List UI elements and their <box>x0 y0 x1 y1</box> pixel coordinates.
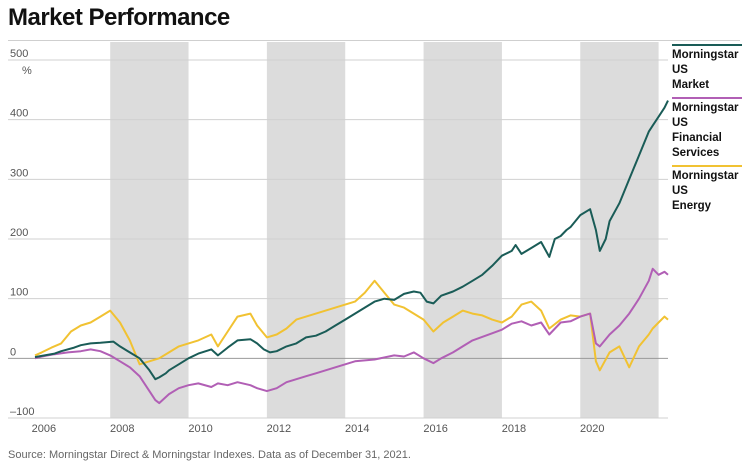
legend-label: Morningstar US Energy <box>672 170 739 212</box>
shaded-band <box>110 42 189 418</box>
source-note: Source: Morningstar Direct & Morningstar… <box>8 449 411 461</box>
legend-label: Morningstar US Financial Services <box>672 102 739 159</box>
y-axis-ticks: –100 0 100 200 300 400 500 <box>10 48 34 418</box>
x-tick-label: 2006 <box>32 423 56 435</box>
x-tick-label: 2020 <box>580 423 604 435</box>
x-tick-label: 2016 <box>423 423 447 435</box>
legend-swatch <box>672 44 742 46</box>
x-tick-label: 2018 <box>502 423 526 435</box>
legend-item-market: Morningstar US Market <box>672 44 746 93</box>
x-tick-label: 2008 <box>110 423 134 435</box>
shaded-periods <box>110 42 659 418</box>
y-tick-label: 200 <box>10 227 28 239</box>
y-tick-label: 500 <box>10 48 28 60</box>
shaded-band <box>266 42 346 418</box>
legend-swatch <box>672 165 742 167</box>
y-tick-label: 400 <box>10 108 28 120</box>
legend-item-energy: Morningstar US Energy <box>672 165 746 214</box>
legend: Morningstar US Market Morningstar US Financi… <box>672 44 746 218</box>
chart-title: Market Performance <box>8 4 230 31</box>
legend-label: Morningstar US Market <box>672 49 739 91</box>
shaded-band <box>423 42 502 418</box>
y-tick-label: 300 <box>10 167 28 179</box>
series-line <box>34 100 669 381</box>
y-tick-label: –100 <box>10 406 34 418</box>
x-axis-ticks: 2006 2008 2010 2012 2014 2016 2018 2020 <box>32 423 605 435</box>
x-tick-label: 2014 <box>345 423 369 435</box>
y-tick-label: 100 <box>10 287 28 299</box>
y-axis-unit-label: % <box>22 65 32 77</box>
legend-item-financial-services: Morningstar US Financial Services <box>672 97 746 161</box>
title-divider <box>8 40 740 41</box>
gridlines <box>8 59 668 419</box>
series-line <box>34 267 669 405</box>
x-tick-label: 2012 <box>267 423 291 435</box>
series-lines <box>34 100 669 405</box>
y-tick-label: 0 <box>10 346 16 358</box>
shaded-band <box>580 42 659 418</box>
legend-swatch <box>672 97 742 99</box>
x-tick-label: 2010 <box>188 423 212 435</box>
